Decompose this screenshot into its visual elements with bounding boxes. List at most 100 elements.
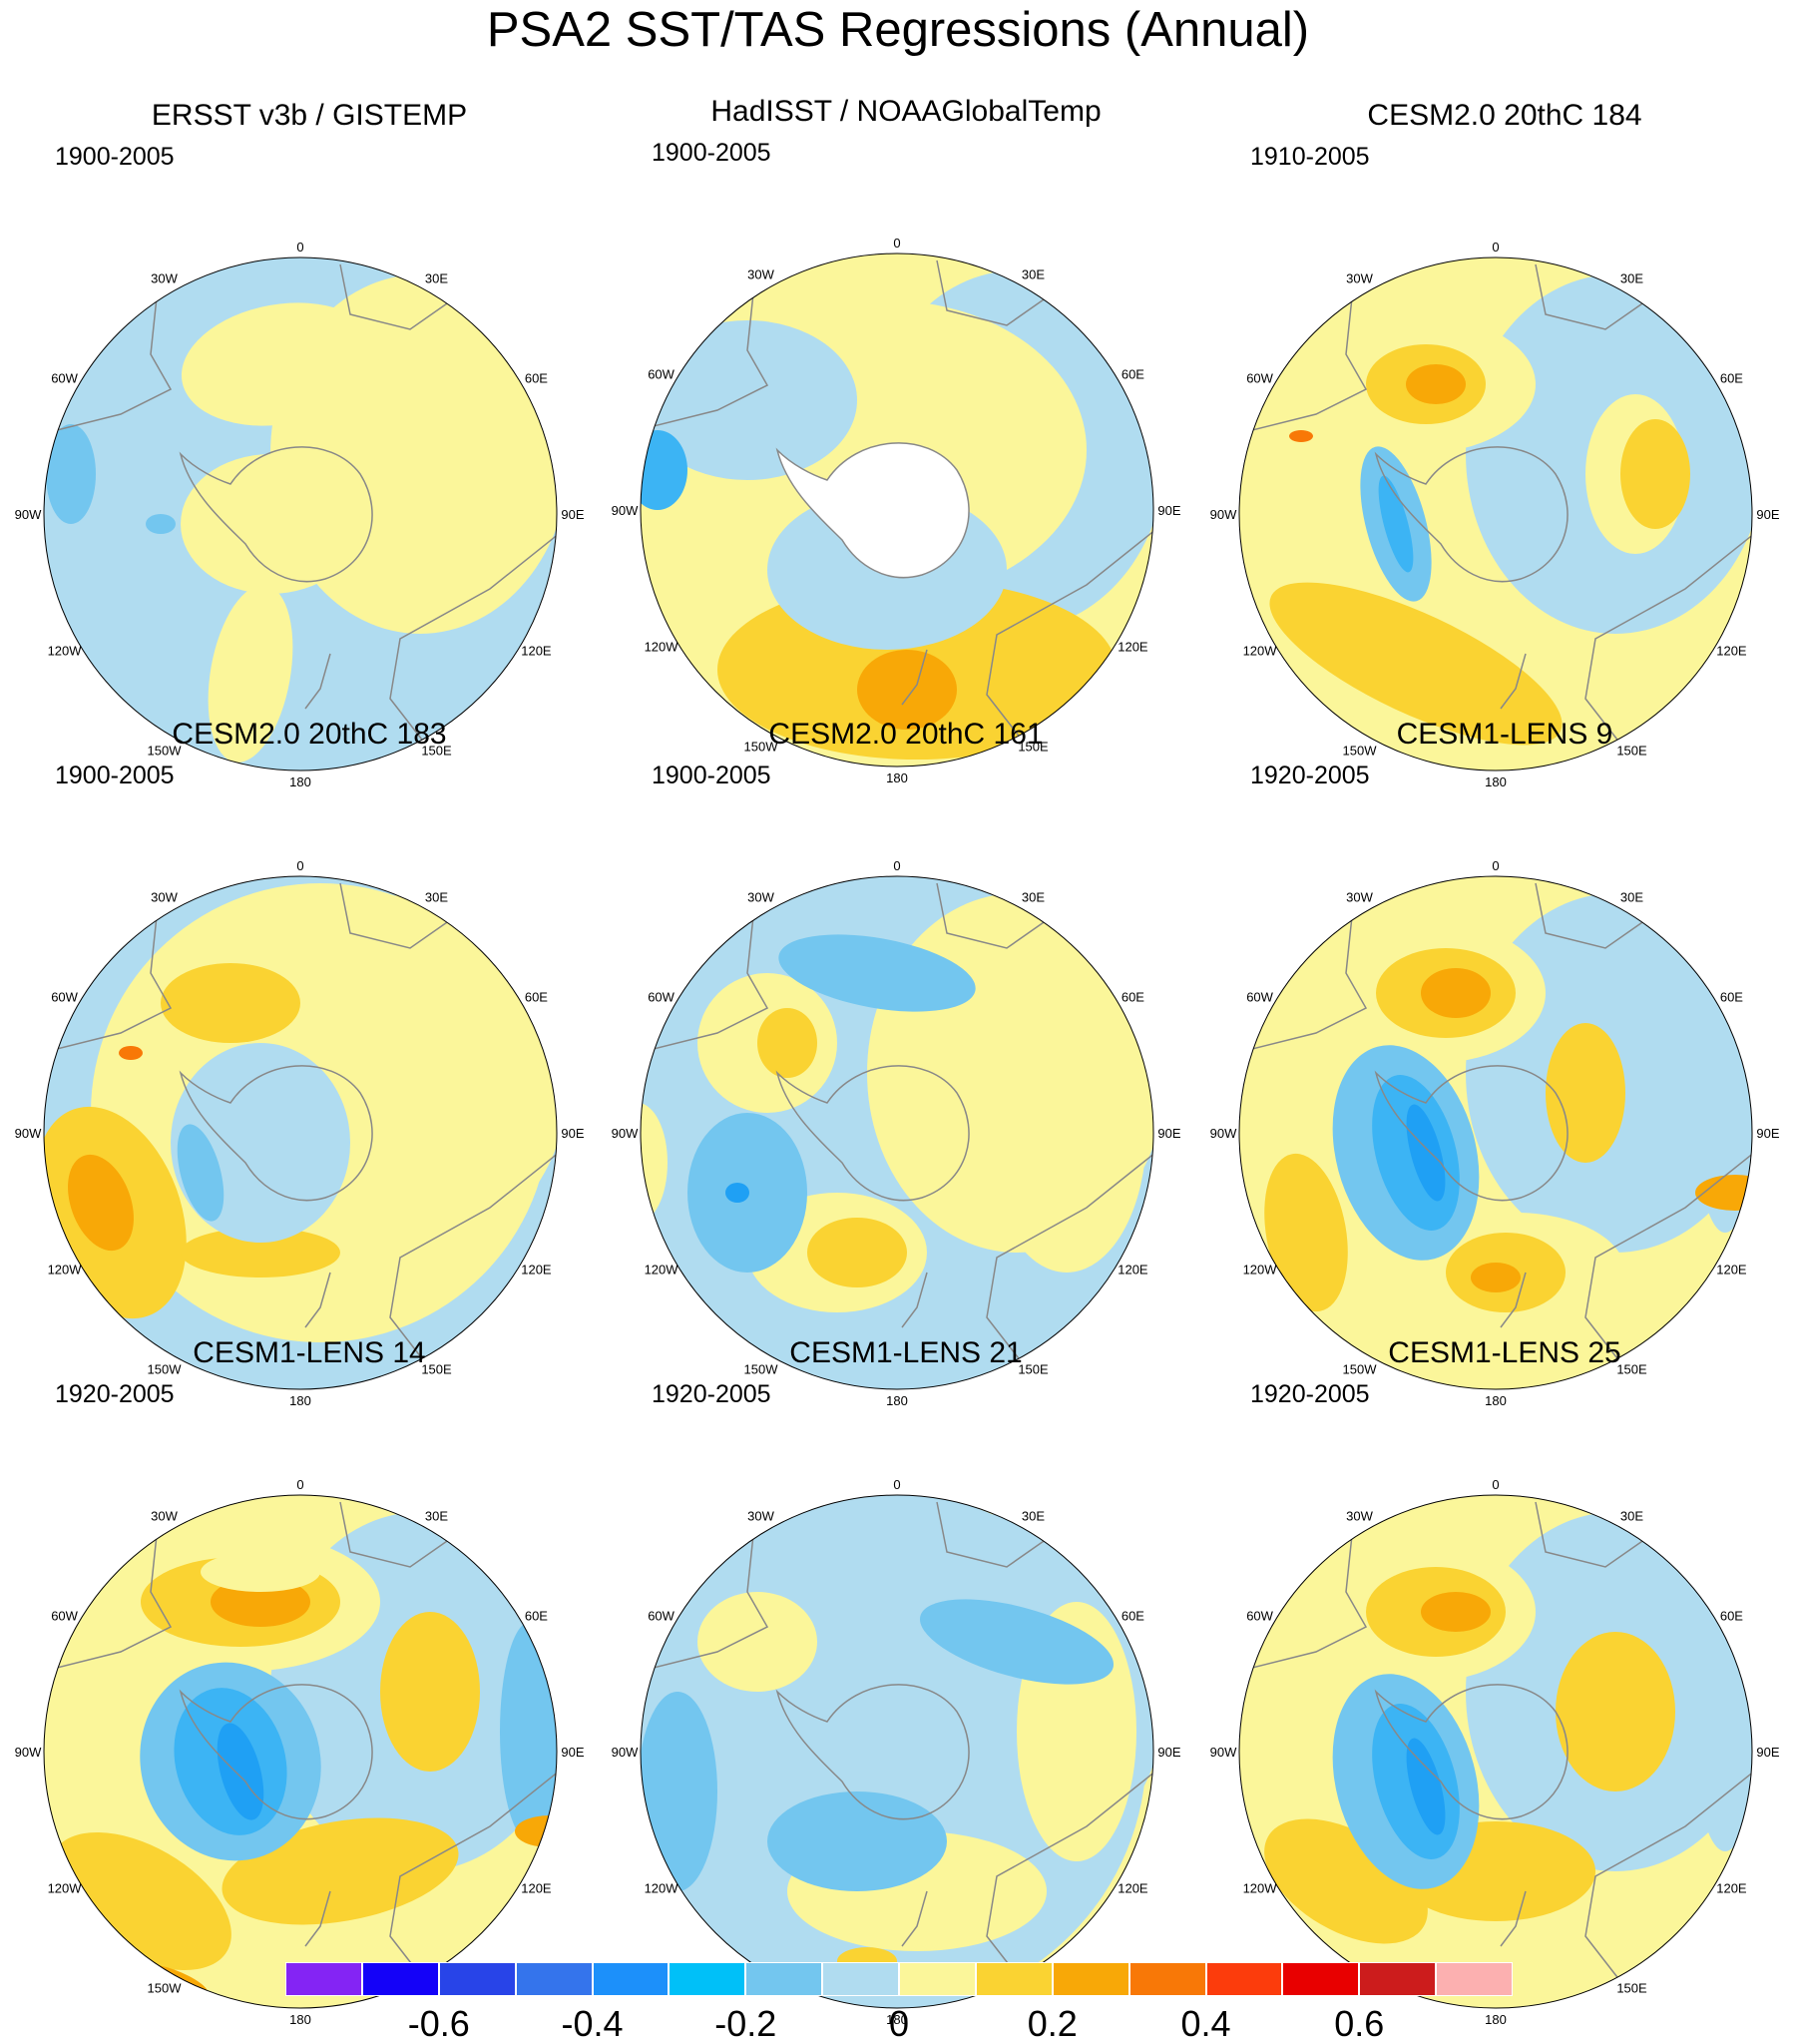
anomaly-contour (46, 424, 96, 524)
longitude-label: 30E (1022, 890, 1045, 905)
map-panel: CESM1-LENS 14 1920-2005 0 30E 60E 90E 120E 150E… (10, 1335, 609, 2027)
anomaly-contour (757, 1008, 817, 1078)
colorbar-box (975, 1962, 1053, 1996)
longitude-label: 30W (151, 890, 178, 905)
longitude-label: 30W (1346, 1509, 1373, 1524)
longitude-label: 60W (51, 1609, 78, 1624)
longitude-label: 30E (425, 1509, 448, 1524)
anomaly-contour (641, 1103, 668, 1223)
longitude-label: 150W (148, 1361, 183, 1376)
longitude-label: 60E (1720, 990, 1743, 1005)
anomaly-contour (68, 1154, 134, 1252)
longitude-label: 150E (1018, 739, 1049, 754)
polar-map: 0 30E 60E 90E 120E 150E 180 150W 120W 90W 60W 30W (15, 858, 585, 1408)
longitude-label: 60E (525, 371, 548, 386)
polar-map: 0 30E 60E 90E 120E 150E 180 150W 120W 90W 60W 30W (612, 858, 1181, 1408)
colorbar-tick-label: 0 (888, 2003, 910, 2044)
longitude-label: 0 (296, 1477, 303, 1492)
anomaly-contour (697, 1592, 817, 1692)
longitude-label: 30E (425, 890, 448, 905)
panel-title: CESM1-LENS 25 (1388, 1336, 1621, 1369)
longitude-label: 90E (1157, 1126, 1180, 1141)
anomaly-contour (208, 585, 293, 763)
longitude-label: 30W (747, 267, 774, 282)
longitude-label: 120W (48, 1881, 83, 1896)
anomaly-contour (1471, 1263, 1521, 1292)
anomaly-contour (725, 1183, 749, 1203)
longitude-label: 120E (1118, 1263, 1148, 1278)
panel-title: CESM1-LENS 21 (789, 1336, 1023, 1369)
anomaly-contour (1556, 1632, 1675, 1791)
panel-title: CESM2.0 20thC 183 (172, 718, 447, 751)
anomaly-contour (1546, 1023, 1625, 1163)
figure-title: PSA2 SST/TAS Regressions (Annual) (486, 3, 1310, 57)
longitude-label: 120W (645, 640, 679, 655)
antarctica-coastline (775, 1065, 970, 1202)
longitude-label: 90W (15, 507, 42, 522)
longitude-label: 180 (1485, 1393, 1507, 1408)
longitude-label: 90W (1210, 507, 1237, 522)
longitude-label: 120W (645, 1881, 679, 1896)
panel-period: 1920-2005 (55, 1380, 175, 1408)
antarctica-coastline (1374, 446, 1569, 583)
anomaly-contour (500, 1622, 557, 1841)
longitude-label: 0 (893, 236, 900, 251)
longitude-label: 60W (51, 371, 78, 386)
antarctica-coastline (775, 442, 970, 579)
longitude-label: 150E (421, 1361, 452, 1376)
anomaly-contour (181, 454, 360, 594)
colorbar-box (1128, 1962, 1206, 1996)
longitude-label: 30W (151, 1509, 178, 1524)
colorbar-box (515, 1962, 593, 1996)
map-panel: ERSST v3b / GISTEMP 1900-2005 0 30E 60E 90E 12… (10, 98, 609, 789)
anomaly-contour (1695, 1632, 1752, 1851)
longitude-label: 90W (15, 1745, 42, 1760)
longitude-label: 120E (521, 1881, 552, 1896)
longitude-label: 90E (561, 1126, 584, 1141)
longitude-label: 90W (612, 1126, 639, 1141)
longitude-label: 60E (525, 990, 548, 1005)
longitude-label: 30E (1620, 271, 1643, 286)
longitude-label: 30W (1346, 271, 1373, 286)
anomaly-contour (641, 430, 687, 510)
longitude-label: 90E (561, 507, 584, 522)
anomaly-contour (641, 320, 857, 480)
anomaly-contour (217, 1723, 264, 1820)
panel-title: CESM1-LENS 14 (193, 1336, 426, 1369)
map-panel: CESM1-LENS 21 1920-2005 0 30E 60E 90E 120E 150E… (607, 1335, 1205, 2027)
map-panel: CESM2.0 20thC 184 1910-2005 0 30E 60E 90E 120E… (1205, 98, 1796, 789)
longitude-label: 120W (1243, 1263, 1278, 1278)
longitude-label: 120E (1716, 1881, 1747, 1896)
longitude-label: 150E (1616, 1980, 1647, 1995)
longitude-label: 60W (51, 990, 78, 1005)
longitude-label: 60W (648, 367, 674, 382)
longitude-label: 120E (1118, 640, 1148, 655)
longitude-label: 0 (1492, 240, 1499, 255)
longitude-label: 150W (148, 743, 183, 758)
longitude-label: 60E (1122, 367, 1144, 382)
longitude-label: 30W (1346, 890, 1373, 905)
colorbar-tick-label: 0.2 (1027, 2003, 1078, 2044)
longitude-label: 90W (1210, 1126, 1237, 1141)
longitude-label: 150E (421, 743, 452, 758)
longitude-label: 90E (1157, 503, 1180, 518)
panel-title: CESM2.0 20thC 161 (768, 718, 1044, 751)
longitude-label: 90E (561, 1745, 584, 1760)
colorbar-box (361, 1962, 439, 1996)
anomaly-contour (1289, 430, 1313, 442)
longitude-label: 60W (1246, 990, 1273, 1005)
panel-period: 1920-2005 (1250, 762, 1370, 789)
colorbar-tick-label: -0.6 (407, 2003, 470, 2044)
map-panel: CESM1-LENS 9 1920-2005 0 30E 60E 90E 120E 150E 1… (1205, 717, 1796, 1408)
longitude-label: 120E (1118, 1881, 1148, 1896)
longitude-label: 60E (525, 1609, 548, 1624)
map-panel: CESM2.0 20thC 183 1900-2005 0 30E 60E 90E 120E… (10, 717, 609, 1408)
longitude-label: 60W (648, 990, 674, 1005)
longitude-label: 90E (1756, 1745, 1779, 1760)
longitude-label: 120E (521, 644, 552, 659)
map-panel: CESM1-LENS 25 1920-2005 0 30E 60E 90E 120E 150E… (1205, 1335, 1796, 2027)
antarctica-coastline (1374, 1065, 1569, 1202)
longitude-label: 60W (1246, 371, 1273, 386)
panel-title: ERSST v3b / GISTEMP (151, 99, 468, 132)
anomaly-contour (641, 1692, 717, 1891)
